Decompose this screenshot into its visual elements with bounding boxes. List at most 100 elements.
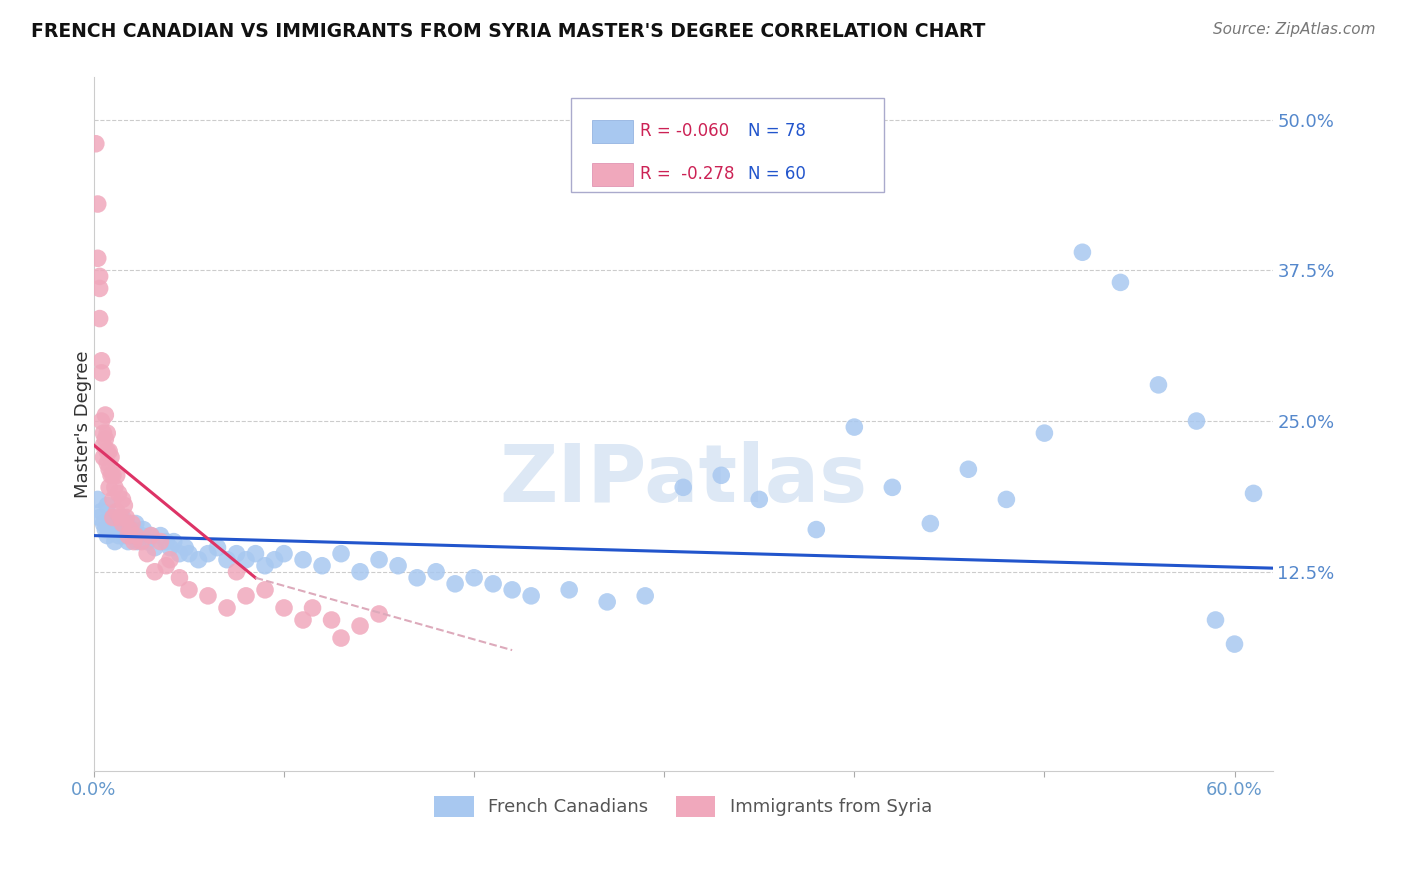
Point [96,499,118,513]
Point [121,523,143,537]
Point [118,523,141,537]
Point [482,577,505,591]
Point [107,486,129,500]
Point [115,523,138,537]
Point [90,504,112,518]
Point [558,582,581,597]
Point [207,541,229,555]
Point [89,510,111,524]
Point [292,552,315,566]
Point [122,534,145,549]
Point [125,516,148,531]
Point [112,528,135,542]
Point [94,432,117,446]
Point [163,534,186,549]
Point [122,528,145,542]
Point [111,516,134,531]
Point [136,547,159,561]
Point [1071,245,1094,260]
Point [1205,613,1227,627]
Point [96,444,118,458]
Point [330,547,353,561]
Text: Source: ZipAtlas.com: Source: ZipAtlas.com [1212,22,1375,37]
Point [96,426,118,441]
Point [100,450,122,465]
Point [1185,414,1208,428]
Point [112,499,135,513]
Point [995,492,1018,507]
Point [139,528,162,542]
Point [235,552,257,566]
Point [94,408,117,422]
Point [349,565,371,579]
Point [93,516,115,531]
Point [101,510,124,524]
Point [301,601,323,615]
Point [273,601,295,615]
Point [101,510,124,524]
Point [1109,276,1132,290]
Point [596,595,619,609]
Point [1033,426,1056,441]
Point [127,534,149,549]
Point [139,528,162,542]
Point [330,631,353,645]
Point [177,547,200,561]
Point [125,528,148,542]
Point [311,558,333,573]
Point [105,516,128,531]
Point [215,552,238,566]
Point [98,480,121,494]
Point [84,136,107,151]
Point [368,552,391,566]
Point [273,547,295,561]
Text: R = -0.060: R = -0.060 [640,122,728,140]
Point [87,492,110,507]
Text: ZIPatlas: ZIPatlas [499,441,868,518]
FancyBboxPatch shape [592,162,633,186]
Point [806,523,828,537]
Point [197,589,219,603]
Point [197,547,219,561]
Point [169,571,191,585]
Point [132,523,155,537]
Point [748,492,770,507]
Point [155,534,177,549]
Point [844,420,866,434]
Point [368,607,391,621]
Point [90,414,112,428]
Point [90,353,112,368]
Point [149,534,172,549]
Point [253,558,276,573]
Point [136,534,159,549]
Point [143,565,166,579]
Point [143,541,166,555]
Point [98,444,121,458]
Point [501,582,523,597]
Point [920,516,942,531]
Point [520,589,543,603]
Point [101,468,124,483]
Point [177,582,200,597]
Point [118,528,141,542]
Point [321,613,343,627]
Point [169,547,191,561]
Point [159,541,181,555]
Point [131,534,153,549]
Point [89,311,111,326]
Point [263,552,285,566]
Point [111,492,134,507]
Point [110,523,132,537]
Y-axis label: Master's Degree: Master's Degree [75,351,91,498]
Text: R =  -0.278: R = -0.278 [640,165,734,183]
Point [1147,377,1170,392]
Point [187,552,209,566]
Point [882,480,904,494]
Point [93,426,115,441]
Point [110,510,132,524]
Point [94,523,117,537]
Point [253,582,276,597]
Legend: French Canadians, Immigrants from Syria: French Canadians, Immigrants from Syria [427,789,939,824]
Point [104,480,127,494]
Point [89,269,111,284]
